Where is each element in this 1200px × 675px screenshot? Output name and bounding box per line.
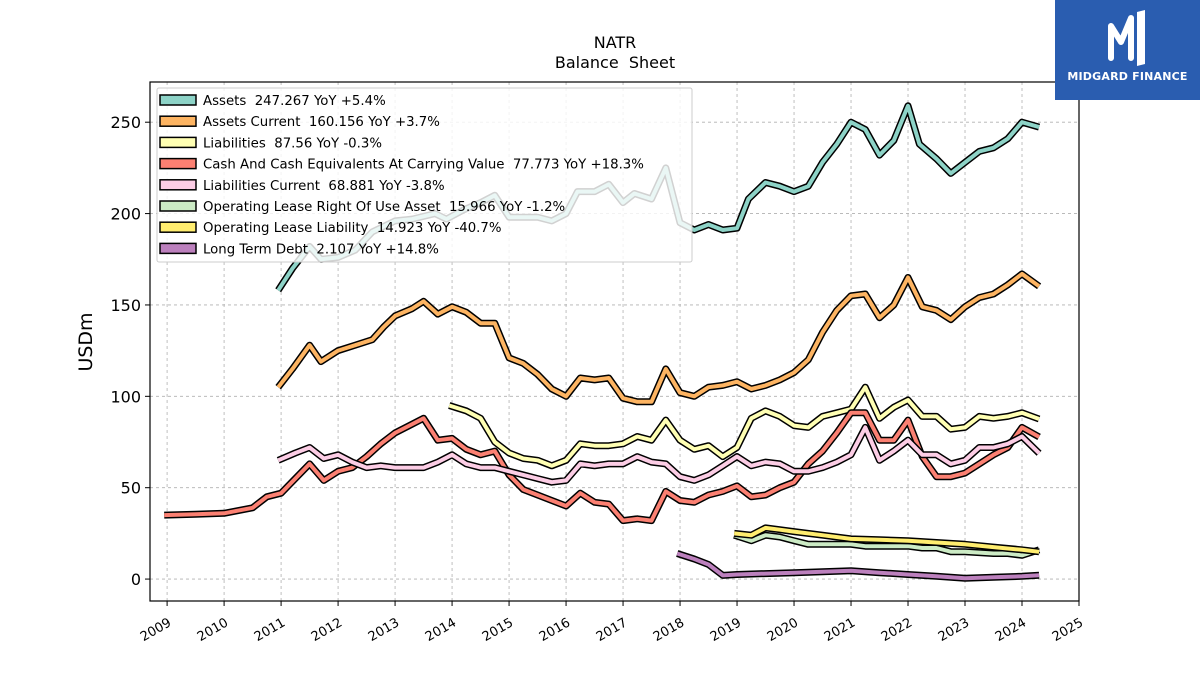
x-tick-label: 2017 xyxy=(594,615,630,645)
series-path xyxy=(733,533,1040,558)
x-tick-label: 2012 xyxy=(309,615,345,645)
series-path xyxy=(676,551,1040,581)
series-path xyxy=(448,385,1040,468)
x-tick-label: 2022 xyxy=(879,615,915,645)
series-path xyxy=(164,410,1041,523)
legend-label: Liabilities Current 68.881 YoY -3.8% xyxy=(203,179,445,194)
series-line xyxy=(733,531,1041,559)
x-tick-label: 2011 xyxy=(252,615,288,645)
y-tick-label: 0 xyxy=(131,570,141,589)
x-tick-label: 2014 xyxy=(423,615,459,645)
y-axis-label: USDm xyxy=(75,312,97,371)
legend-label: Cash And Cash Equivalents At Carrying Va… xyxy=(203,158,644,173)
x-tick-label: 2024 xyxy=(993,615,1029,645)
legend-label: Long Term Debt 2.107 YoY +14.8% xyxy=(203,242,439,257)
legend-swatch xyxy=(159,179,197,191)
x-tick-label: 2013 xyxy=(366,615,402,645)
x-tick-label: 2020 xyxy=(765,615,801,645)
legend-swatch xyxy=(159,242,197,255)
series-line xyxy=(164,409,1041,525)
legend-swatch xyxy=(159,115,197,127)
midgard-logo-icon xyxy=(1108,10,1145,66)
legend-label: Operating Lease Liability 14.923 YoY -40… xyxy=(203,221,502,236)
series-line xyxy=(676,550,1040,582)
brand-logo: MIDGARD FINANCE xyxy=(1055,0,1200,100)
y-tick-label: 250 xyxy=(110,113,141,132)
series-path xyxy=(276,271,1041,404)
x-tick-label: 2009 xyxy=(138,615,174,645)
y-tick-label: 200 xyxy=(110,205,141,224)
x-tick-label: 2021 xyxy=(822,615,858,645)
x-tick-label: 2015 xyxy=(480,615,516,645)
legend-label: Assets Current 160.156 YoY +3.7% xyxy=(203,115,440,130)
legend-swatch xyxy=(159,200,197,212)
y-tick-label: 50 xyxy=(121,479,141,498)
series-path xyxy=(733,525,1040,554)
legend-label: Assets 247.267 YoY +5.4% xyxy=(203,94,386,109)
chart-title: NATR xyxy=(594,33,637,52)
series-line xyxy=(448,383,1041,470)
series-line xyxy=(276,423,1042,486)
legend-swatch xyxy=(159,221,197,233)
legend-label: Operating Lease Right Of Use Asset 15.96… xyxy=(203,200,565,215)
legend-swatch xyxy=(159,136,197,149)
x-tick-label: 2016 xyxy=(537,615,573,645)
x-tick-label: 2010 xyxy=(195,615,231,645)
legend-swatch xyxy=(159,94,197,106)
series-line xyxy=(275,270,1042,406)
plot-frame xyxy=(149,81,1080,602)
chart-subtitle: Balance Sheet xyxy=(555,53,675,72)
legend-label: Liabilities 87.56 YoY -0.3% xyxy=(203,136,382,151)
legend-box xyxy=(156,87,693,263)
brand-name: MIDGARD FINANCE xyxy=(1067,70,1188,83)
series-line xyxy=(733,524,1040,556)
y-tick-label: 100 xyxy=(110,387,141,406)
x-tick-label: 2023 xyxy=(936,615,972,645)
x-tick-label: 2025 xyxy=(1050,615,1086,645)
y-tick-label: 150 xyxy=(110,296,141,315)
legend-swatch xyxy=(159,157,197,170)
x-tick-label: 2019 xyxy=(708,615,744,645)
legend: Assets 247.267 YoY +5.4% Assets Current 1… xyxy=(156,87,693,263)
x-tick-label: 2018 xyxy=(651,615,687,645)
series-path xyxy=(277,425,1041,485)
